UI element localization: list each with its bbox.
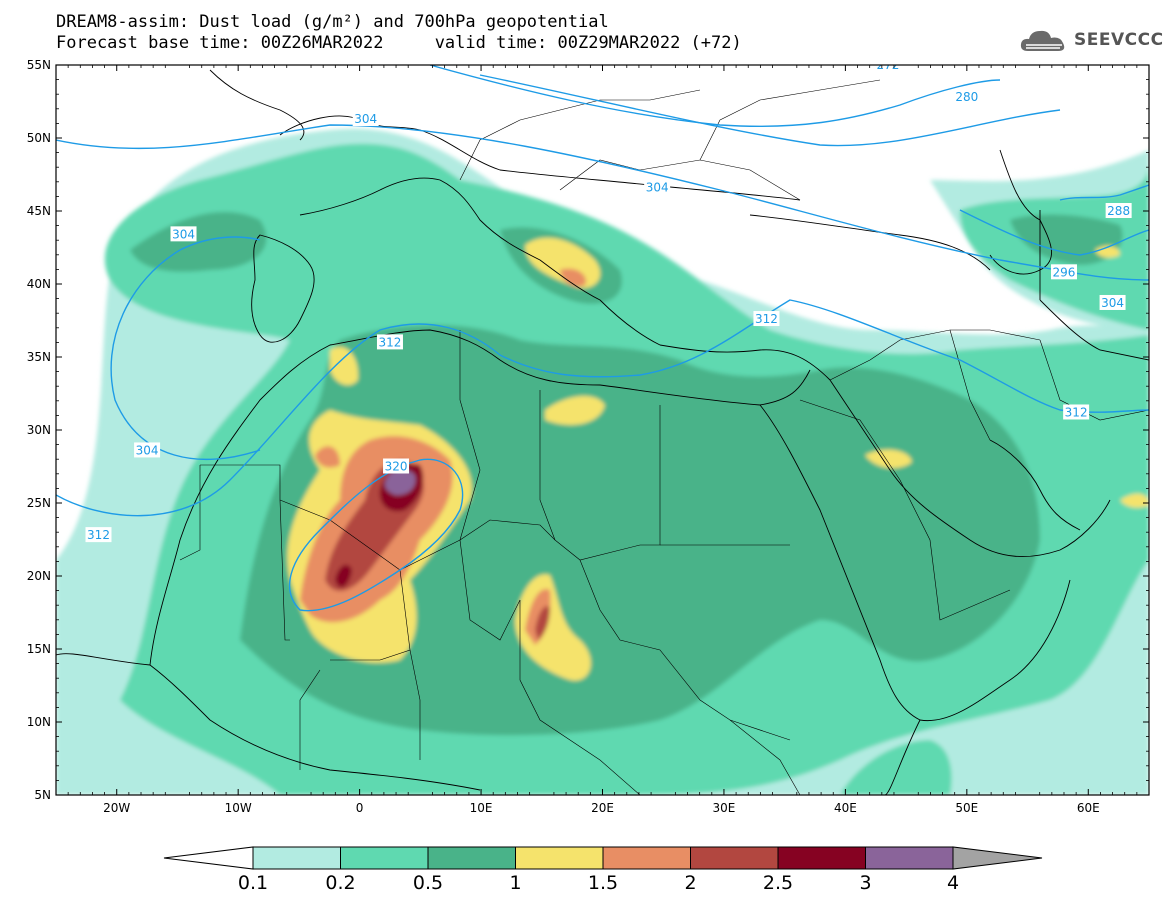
lat-tick-label: 30N [27, 423, 51, 437]
political-borders [179, 79, 1149, 795]
colorbar-label: 0.1 [238, 872, 268, 894]
contour-label: 304 [646, 181, 669, 195]
lat-tick-label: 50N [27, 131, 51, 145]
contour-label-bg [1063, 404, 1090, 420]
lon-tick-label: 50E [955, 801, 978, 815]
contour-label: 280 [955, 90, 978, 104]
colorbar-high-arrow [952, 846, 1043, 870]
colorbar-segment [690, 846, 779, 870]
colorbar-segment [427, 846, 516, 870]
lat-tick-label: 45N [27, 204, 51, 218]
axis-ticks: 55N 50N 45N 40N 35N 30N 25N 20N 15N 10N 5N 20W 10W 0 1… [27, 58, 1149, 815]
lon-tick-label: 10W [225, 801, 252, 815]
contour-labels: 272 280 288 296 304 304 304 304 304 312 312 312 312 3… [85, 58, 1132, 543]
colorbar-label: 0.5 [413, 872, 443, 894]
lat-tick-label: 55N [27, 58, 51, 72]
lon-tick-label: 40E [834, 801, 857, 815]
dust-field: 272 280 288 296 304 304 304 304 304 312 312 312 312 3… [56, 58, 1149, 795]
contour-label-bg [874, 65, 901, 72]
seevccc-logo: SEEVCCC [1018, 24, 1164, 56]
colorbar-segment [602, 846, 691, 870]
lon-tick-label: 60E [1077, 801, 1100, 815]
lat-tick-label: 35N [27, 350, 51, 364]
contour-label-bg [383, 458, 410, 474]
contour-label-bg [170, 226, 197, 242]
contour-label: 296 [1053, 265, 1076, 279]
colorbar-segment [252, 846, 341, 870]
cloud-icon [1020, 30, 1065, 51]
contour-label-bg [85, 527, 112, 543]
logo-text: SEEVCCC [1074, 30, 1164, 50]
contour-label-bg [134, 442, 161, 458]
lon-tick-label: 20W [103, 801, 130, 815]
contour-label-bg [1105, 203, 1132, 218]
forecast-times: Forecast base time: 00Z26MAR2022 valid t… [56, 33, 742, 53]
geopotential-contours [56, 65, 1149, 612]
lat-tick-label: 20N [27, 569, 51, 583]
map-title: DREAM8-assim: Dust load (g/m²) and 700hP… [56, 12, 609, 32]
lat-tick-label: 40N [27, 277, 51, 291]
colorbar-label: 4 [947, 872, 959, 894]
colorbar-segment [515, 846, 604, 870]
contour-label: 312 [379, 335, 402, 349]
contour-label-bg [1099, 294, 1126, 310]
colorbar-label: 1.5 [588, 872, 618, 894]
contour-label-bg [953, 89, 980, 105]
colorbar-label: 3 [859, 872, 871, 894]
lon-tick-label: 20E [591, 801, 614, 815]
contour-label-bg [352, 111, 379, 127]
coastlines [56, 69, 1149, 795]
contour-label: 304 [136, 443, 159, 457]
lon-tick-label: 10E [470, 801, 493, 815]
contour-label-bg [1050, 264, 1077, 280]
colorbar-label: 1 [509, 872, 521, 894]
lon-tick-label: 0 [356, 801, 364, 815]
lat-tick-label: 25N [27, 496, 51, 510]
contour-label: 312 [1065, 405, 1088, 419]
contour-label: 304 [1101, 296, 1124, 310]
colorbar: 0.1 0.2 0.5 1 1.5 2 2.5 3 4 [163, 846, 1043, 894]
colorbar-label: 2.5 [763, 872, 793, 894]
lat-tick-label: 5N [34, 788, 51, 802]
contour-label: 272 [876, 58, 899, 72]
colorbar-label: 2 [684, 872, 696, 894]
contour-label-bg [376, 334, 403, 350]
lon-tick-label: 30E [713, 801, 736, 815]
contour-label: 312 [87, 528, 110, 542]
colorbar-segment [340, 846, 429, 870]
contour-label: 304 [172, 227, 195, 241]
lat-tick-label: 15N [27, 642, 51, 656]
contour-label-bg [644, 179, 671, 195]
contour-label: 288 [1107, 204, 1130, 218]
colorbar-label: 0.2 [325, 872, 355, 894]
contour-label: 304 [354, 112, 377, 126]
contour-label: 320 [385, 460, 408, 474]
colorbar-low-arrow [163, 846, 254, 870]
contour-label-bg [753, 311, 780, 327]
lat-tick-label: 10N [27, 715, 51, 729]
contour-label: 312 [755, 312, 778, 326]
colorbar-segment [777, 846, 866, 870]
colorbar-segment [865, 846, 954, 870]
